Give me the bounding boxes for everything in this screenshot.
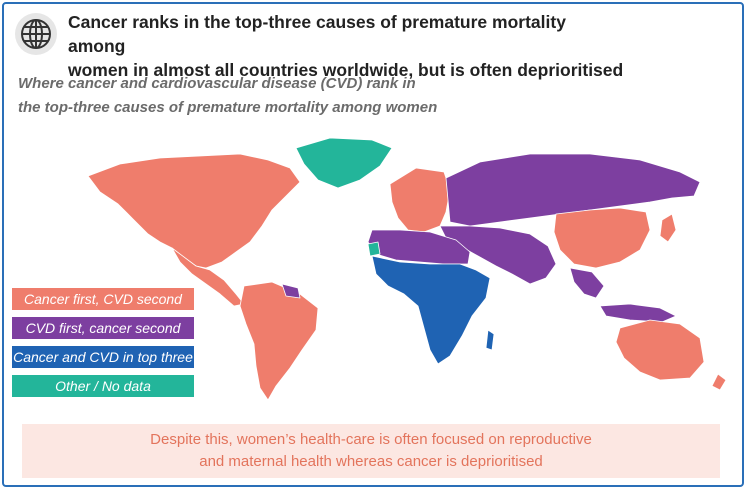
region-western-sahara [367, 241, 381, 257]
legend-label-cvd-first: CVD first, cancer second [25, 320, 181, 336]
region-china [553, 207, 651, 269]
region-madagascar [485, 329, 495, 351]
region-australia [615, 319, 705, 381]
legend-item-cancer-first: Cancer first, CVD second [12, 288, 194, 310]
region-new-zealand [711, 373, 727, 391]
headline: Cancer ranks in the top-three causes of … [68, 10, 628, 82]
legend-label-both-top-three: Cancer and CVD in top three [13, 349, 193, 365]
region-russia-asia [445, 153, 701, 227]
region-japan [659, 213, 677, 243]
region-guianas [281, 283, 301, 299]
map-subtitle: Where cancer and cardiovascular disease … [18, 72, 578, 120]
footer-line-2: and maternal health whereas cancer is de… [199, 453, 543, 470]
region-europe [389, 167, 451, 233]
legend-label-cancer-first: Cancer first, CVD second [24, 291, 182, 307]
subtitle-line-1: Where cancer and cardiovascular disease … [18, 75, 416, 92]
region-indonesia [599, 303, 677, 323]
world-map [87, 137, 727, 401]
legend-item-cvd-first: CVD first, cancer second [12, 317, 194, 339]
legend-item-other: Other / No data [12, 375, 194, 397]
footer-line-1: Despite this, women’s health-care is oft… [150, 431, 592, 448]
legend-label-other: Other / No data [55, 378, 151, 394]
region-south-america [239, 281, 319, 401]
headline-line-1: Cancer ranks in the top-three causes of … [68, 12, 566, 56]
subtitle-line-2: the top-three causes of premature mortal… [18, 99, 438, 116]
headline-line-2: women in almost all countries worldwide,… [68, 60, 624, 80]
region-southeast-asia [569, 267, 605, 299]
region-sub-saharan-africa [371, 255, 491, 365]
region-central-america [171, 247, 245, 307]
legend-item-both-top-three: Cancer and CVD in top three [12, 346, 194, 368]
globe-icon [15, 13, 57, 55]
region-greenland [295, 137, 393, 189]
footer-callout: Despite this, women’s health-care is oft… [22, 424, 720, 478]
region-north-america [87, 153, 301, 269]
